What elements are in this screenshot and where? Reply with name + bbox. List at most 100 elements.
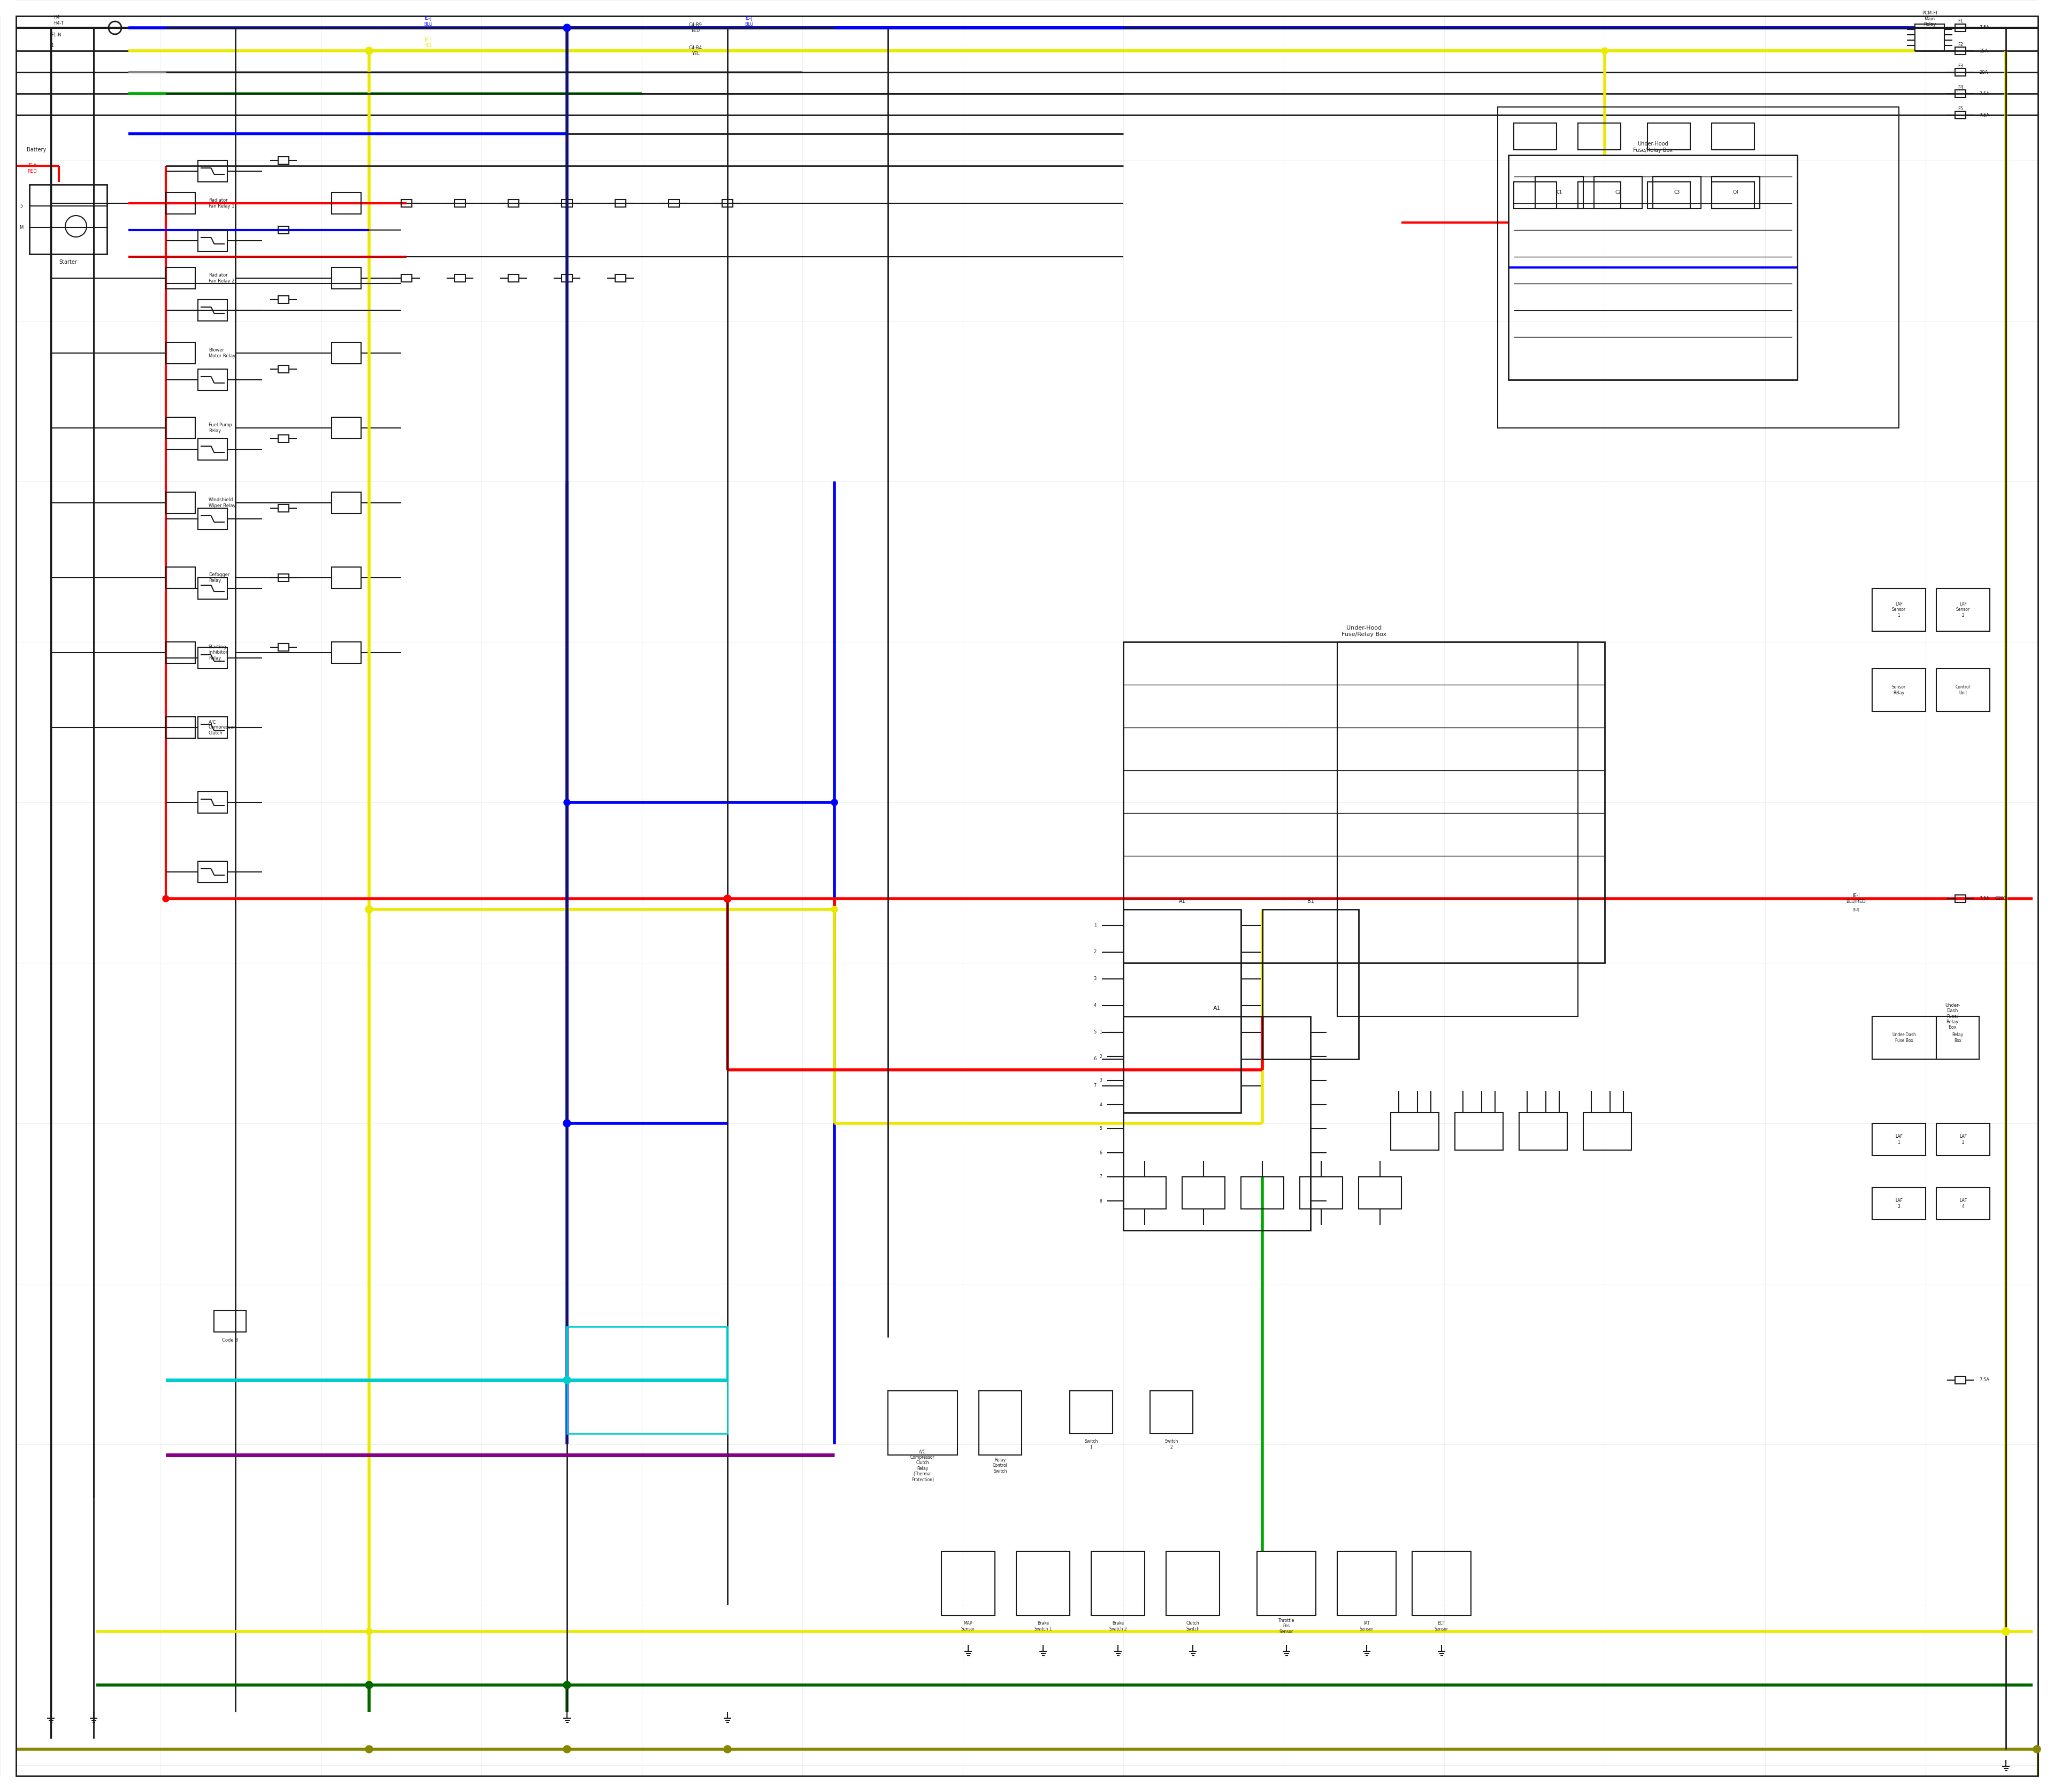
Bar [277, 296, 290, 303]
Text: LAF
Sensor
1: LAF Sensor 1 [1892, 602, 1906, 618]
Bar [331, 642, 362, 663]
Circle shape [366, 1629, 372, 1634]
Text: 5: 5 [21, 204, 23, 208]
Text: 3: 3 [1099, 1079, 1101, 1082]
Circle shape [563, 1683, 571, 1688]
Text: 7.5A: 7.5A [1980, 896, 1988, 901]
Text: Defogger
Relay: Defogger Relay [210, 572, 230, 582]
Circle shape [723, 894, 731, 903]
Bar [166, 566, 195, 588]
Bar [331, 342, 362, 364]
Circle shape [563, 23, 571, 32]
Bar [197, 161, 228, 181]
Bar [1337, 642, 1577, 1016]
Bar [1937, 668, 1990, 711]
Bar [166, 192, 195, 213]
Text: MAP
Sensor: MAP Sensor [961, 1622, 976, 1631]
Text: 20A: 20A [1980, 70, 1988, 75]
Bar [1337, 1552, 1397, 1615]
Bar [1955, 1376, 1966, 1383]
Text: LAF
1: LAF 1 [1896, 1134, 1902, 1145]
Bar [1391, 1113, 1440, 1150]
Bar [277, 366, 290, 373]
Circle shape [366, 905, 374, 914]
Bar [1955, 23, 1966, 32]
Circle shape [1602, 48, 1608, 54]
Text: Battery: Battery [27, 147, 45, 152]
Text: 5: 5 [1093, 1030, 1097, 1034]
Circle shape [162, 896, 168, 901]
Bar [331, 418, 362, 439]
Bar [1937, 1016, 1980, 1059]
Text: 1: 1 [1093, 923, 1097, 928]
Bar [1124, 642, 1604, 962]
Circle shape [366, 1745, 374, 1753]
Text: IE-J
BLU: IE-J BLU [423, 16, 431, 27]
Text: M: M [18, 226, 23, 229]
Bar [166, 493, 195, 514]
Bar [1955, 68, 1966, 75]
Bar [197, 647, 228, 668]
Bar [1871, 1124, 1927, 1156]
Bar [1577, 181, 1621, 208]
Text: C4-B4
YEL: C4-B4 YEL [688, 45, 702, 56]
Bar [1520, 1113, 1567, 1150]
Circle shape [725, 896, 731, 901]
Bar [166, 418, 195, 439]
Text: Relay
Control
Switch: Relay Control Switch [992, 1457, 1009, 1473]
Text: 15A: 15A [1980, 48, 1988, 54]
Text: PCM-FI
Main
Relay: PCM-FI Main Relay [1923, 11, 1937, 27]
Circle shape [366, 1681, 374, 1688]
Text: Brake
Switch 2: Brake Switch 2 [1109, 1622, 1128, 1631]
Text: Clutch
Switch: Clutch Switch [1185, 1622, 1200, 1631]
Bar [1871, 1016, 1937, 1059]
Circle shape [2003, 1627, 2009, 1636]
Bar [277, 226, 290, 233]
Circle shape [723, 1745, 731, 1753]
Text: IAT
Sensor: IAT Sensor [1360, 1622, 1374, 1631]
Bar [1124, 1177, 1167, 1210]
Bar [197, 509, 228, 530]
Bar [1937, 1188, 1990, 1220]
Bar [331, 493, 362, 514]
Bar [1124, 1016, 1310, 1231]
Bar [197, 577, 228, 599]
Text: 2: 2 [1099, 1054, 1101, 1059]
Text: B1: B1 [1306, 898, 1315, 903]
Bar [723, 199, 733, 208]
Bar [1914, 23, 1945, 50]
Text: IE-J
BLU/RED: IE-J BLU/RED [1847, 894, 1865, 903]
Bar [166, 717, 195, 738]
Circle shape [563, 799, 571, 806]
Bar [1711, 181, 1754, 208]
Bar [1871, 1188, 1927, 1220]
Text: LAF
4: LAF 4 [1960, 1199, 1968, 1210]
Text: LAF
3: LAF 3 [1896, 1199, 1902, 1210]
Text: C1: C1 [1557, 190, 1563, 195]
Circle shape [832, 907, 838, 912]
Bar [1300, 1177, 1343, 1210]
Bar [614, 199, 626, 208]
Text: 7: 7 [1099, 1174, 1101, 1179]
Text: 4: 4 [1099, 1102, 1101, 1107]
Circle shape [832, 799, 838, 806]
Text: IE-A
RED: IE-A RED [27, 163, 37, 174]
Text: F5: F5 [1957, 106, 1964, 111]
Text: Under-Hood
Fuse/Relay Box: Under-Hood Fuse/Relay Box [1633, 142, 1672, 152]
Bar [454, 274, 466, 281]
Text: Throttle
Pos
Sensor: Throttle Pos Sensor [1278, 1618, 1294, 1634]
Bar [331, 267, 362, 289]
Text: A1: A1 [1179, 898, 1185, 903]
Text: LAF
2: LAF 2 [1960, 1134, 1968, 1145]
Text: F2: F2 [1957, 41, 1964, 47]
Text: Switch
1: Switch 1 [1085, 1439, 1099, 1450]
Bar [1241, 1177, 1284, 1210]
Bar [401, 199, 413, 208]
Text: 7.5A: 7.5A [1980, 113, 1988, 118]
Bar [561, 274, 573, 281]
Bar [277, 643, 290, 650]
Bar [1534, 177, 1584, 208]
Bar [1647, 124, 1690, 151]
Bar [1263, 909, 1358, 1059]
Text: F3: F3 [1957, 63, 1964, 68]
